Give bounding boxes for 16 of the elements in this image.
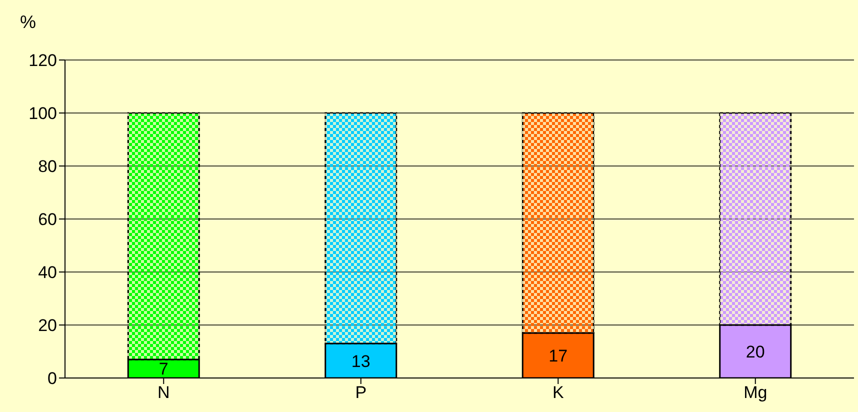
y-tick-label: 100: [28, 104, 57, 124]
y-tick-label: 20: [38, 316, 57, 336]
y-tick-label: 0: [48, 369, 57, 388]
y-tick-label: 60: [38, 210, 57, 230]
y-tick-label: 120: [28, 51, 57, 70]
data-label: 7: [158, 360, 168, 379]
x-tick-label: K: [552, 383, 564, 402]
x-tick-label: P: [355, 383, 367, 402]
x-tick-label: N: [157, 383, 170, 402]
x-tick-label: Mg: [744, 383, 768, 402]
data-label: 17: [548, 346, 568, 366]
y-tick-label: 40: [38, 263, 57, 282]
y-axis-title: %: [20, 12, 36, 33]
data-label: 13: [351, 352, 370, 371]
data-label: 20: [746, 342, 765, 362]
y-tick-label: 80: [38, 157, 57, 176]
